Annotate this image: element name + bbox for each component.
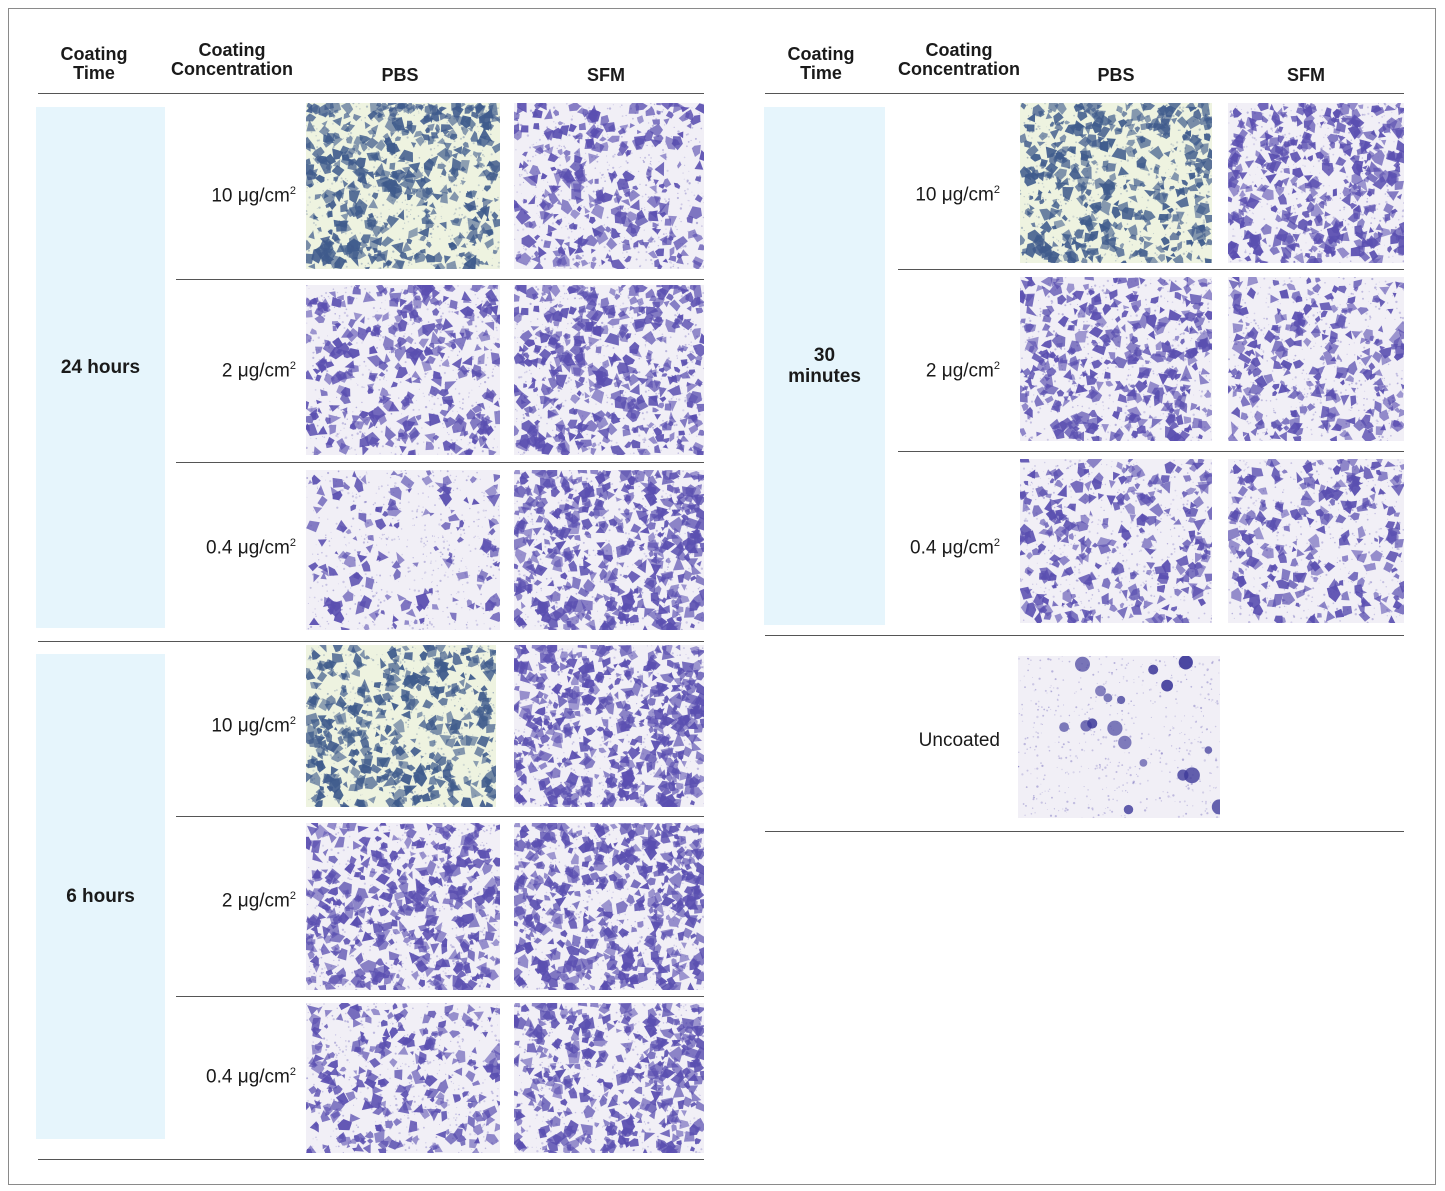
header-coating-time-right: Coating Time (787, 44, 855, 83)
micrograph-uncoated (1018, 656, 1220, 818)
micrograph-sfm-24h-0.4 (514, 470, 704, 630)
concentration-label: 0.4 μg/cm2 (206, 537, 296, 559)
group-divider (765, 831, 1404, 832)
micrograph-pbs-30min-2 (1020, 277, 1212, 441)
header-sfm-right: SFM (1287, 65, 1325, 85)
header-sfm-left: SFM (587, 65, 625, 85)
concentration-label: 10 μg/cm2 (915, 184, 1000, 206)
micrograph-sfm-30min-10 (1228, 103, 1404, 263)
row-divider (898, 269, 1404, 270)
micrograph-sfm-6h-0.4 (514, 1003, 704, 1153)
row-divider (898, 451, 1404, 452)
micrograph-pbs-24h-2 (306, 285, 500, 455)
micrograph-sfm-6h-10 (514, 645, 704, 807)
header-rule-left (38, 93, 704, 94)
concentration-label: 2 μg/cm2 (221, 890, 296, 912)
micrograph-pbs-6h-2 (306, 823, 500, 990)
concentration-label: 0.4 μg/cm2 (206, 1066, 296, 1088)
header-coating-concentration-right: Coating Concentration (897, 40, 1020, 79)
micrograph-pbs-30min-10 (1020, 103, 1212, 263)
coating-time-24-hours: 24 hours (36, 107, 165, 628)
micrograph-sfm-30min-0.4 (1228, 459, 1404, 623)
row-divider (176, 462, 704, 463)
concentration-label: 2 μg/cm2 (221, 360, 296, 382)
micrograph-pbs-24h-10 (306, 103, 500, 269)
header-rule-right (765, 93, 1404, 94)
row-divider (176, 816, 704, 817)
figure-frame (8, 8, 1436, 1185)
header-coating-concentration-left: Coating Concentration (170, 40, 293, 79)
micrograph-pbs-30min-0.4 (1020, 459, 1212, 623)
header-pbs-right: PBS (1097, 65, 1135, 85)
micrograph-sfm-24h-10 (514, 103, 704, 269)
concentration-label: 0.4 μg/cm2 (910, 537, 1000, 559)
micrograph-sfm-24h-2 (514, 285, 704, 455)
micrograph-pbs-24h-0.4 (306, 470, 500, 630)
micrograph-sfm-30min-2 (1228, 277, 1404, 441)
micrograph-sfm-6h-2 (514, 823, 704, 990)
concentration-label: 2 μg/cm2 (925, 360, 1000, 382)
header-coating-time-left: Coating Time (60, 44, 128, 83)
coating-time-6-hours: 6 hours (36, 654, 165, 1139)
micrograph-pbs-6h-0.4 (306, 1003, 500, 1153)
concentration-label: 10 μg/cm2 (211, 715, 296, 737)
group-divider (38, 641, 704, 642)
concentration-label: 10 μg/cm2 (211, 185, 296, 207)
group-divider (765, 635, 1404, 636)
header-pbs-left: PBS (381, 65, 419, 85)
row-divider (176, 996, 704, 997)
coating-time-30-minutes: 30 minutes (764, 107, 885, 625)
row-divider (176, 279, 704, 280)
uncoated-label: Uncoated (918, 730, 1000, 751)
group-divider (38, 1159, 704, 1160)
micrograph-pbs-6h-10 (306, 645, 496, 807)
